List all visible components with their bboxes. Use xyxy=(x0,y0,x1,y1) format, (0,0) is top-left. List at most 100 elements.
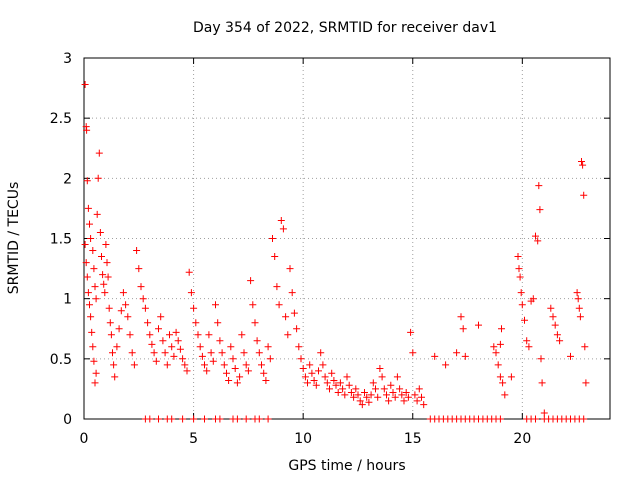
data-point xyxy=(93,210,101,218)
data-point xyxy=(249,301,257,309)
data-point xyxy=(155,325,162,333)
data-point xyxy=(365,398,373,406)
data-point xyxy=(205,331,213,339)
data-point xyxy=(553,331,561,339)
data-point xyxy=(103,259,111,267)
data-point xyxy=(111,373,119,381)
data-point xyxy=(492,349,500,357)
data-point xyxy=(532,232,539,240)
data-point xyxy=(582,379,590,387)
data-point xyxy=(336,379,344,387)
data-point xyxy=(475,321,482,329)
data-point xyxy=(83,126,91,134)
data-point xyxy=(529,295,537,303)
data-point xyxy=(279,225,287,233)
data-points xyxy=(81,81,590,423)
data-point xyxy=(233,415,241,423)
x-tick-label: 20 xyxy=(513,431,531,447)
data-point xyxy=(404,393,412,401)
plot-frame xyxy=(83,57,611,420)
data-point xyxy=(581,343,589,351)
y-tick-label: 1.5 xyxy=(50,232,72,248)
data-point xyxy=(146,331,154,339)
data-point xyxy=(190,415,198,423)
y-tick-label: 3 xyxy=(63,51,72,67)
y-tick-label: 0.5 xyxy=(50,352,72,368)
data-point xyxy=(507,373,515,381)
data-point xyxy=(179,415,187,423)
data-point xyxy=(130,361,138,369)
data-point xyxy=(81,81,89,88)
data-point xyxy=(453,349,461,357)
data-point xyxy=(580,415,588,423)
data-point xyxy=(523,337,531,345)
data-point xyxy=(216,337,224,345)
data-point xyxy=(385,397,393,405)
data-point xyxy=(229,355,237,363)
chart-title: Day 354 of 2022, SRMTID for receiver dav… xyxy=(193,20,497,36)
data-point xyxy=(540,409,548,417)
data-point xyxy=(517,289,525,297)
data-point xyxy=(124,313,132,321)
data-point xyxy=(411,391,419,399)
data-point xyxy=(146,415,154,423)
data-point xyxy=(273,283,281,291)
data-point xyxy=(236,373,244,381)
data-point xyxy=(521,316,528,324)
data-point xyxy=(168,415,176,423)
data-point xyxy=(251,319,259,327)
data-point xyxy=(110,361,118,369)
data-point xyxy=(334,389,342,396)
data-point xyxy=(567,352,574,360)
data-point xyxy=(201,361,208,369)
data-point xyxy=(356,397,364,405)
data-point xyxy=(383,391,390,399)
data-point xyxy=(295,343,303,351)
data-point xyxy=(109,349,116,357)
data-point xyxy=(551,321,559,329)
data-point xyxy=(126,331,134,339)
data-point xyxy=(170,352,178,360)
data-point xyxy=(374,393,382,401)
data-point xyxy=(457,313,465,321)
data-point xyxy=(532,415,539,423)
data-point xyxy=(339,385,347,393)
data-point xyxy=(90,265,98,273)
data-point xyxy=(94,174,102,182)
x-tick-label: 0 xyxy=(80,431,89,447)
data-point xyxy=(330,377,338,384)
data-point xyxy=(242,415,250,423)
data-point xyxy=(387,381,395,389)
data-point xyxy=(115,325,123,333)
data-point xyxy=(363,393,371,401)
data-point xyxy=(105,304,113,312)
data-point xyxy=(133,247,141,254)
data-point xyxy=(86,301,93,309)
data-point xyxy=(376,365,384,372)
data-point xyxy=(494,361,502,369)
data-point xyxy=(580,191,588,199)
data-point xyxy=(117,307,125,315)
data-point xyxy=(86,220,93,228)
data-point xyxy=(223,369,230,377)
data-point xyxy=(242,361,250,369)
data-point xyxy=(269,235,276,242)
data-point xyxy=(196,343,204,351)
data-point xyxy=(107,331,115,339)
data-point xyxy=(496,373,504,381)
data-point xyxy=(92,295,100,303)
data-point xyxy=(328,369,336,377)
data-point xyxy=(516,273,524,281)
data-point xyxy=(284,331,292,339)
data-point xyxy=(310,377,318,384)
data-point xyxy=(104,273,112,281)
data-point xyxy=(380,385,388,393)
data-point xyxy=(343,373,351,381)
data-point xyxy=(297,355,305,363)
data-point xyxy=(87,235,95,242)
data-point xyxy=(496,340,504,348)
data-point xyxy=(81,241,89,248)
data-point xyxy=(290,309,298,317)
data-point xyxy=(515,265,523,273)
data-point xyxy=(579,161,587,169)
